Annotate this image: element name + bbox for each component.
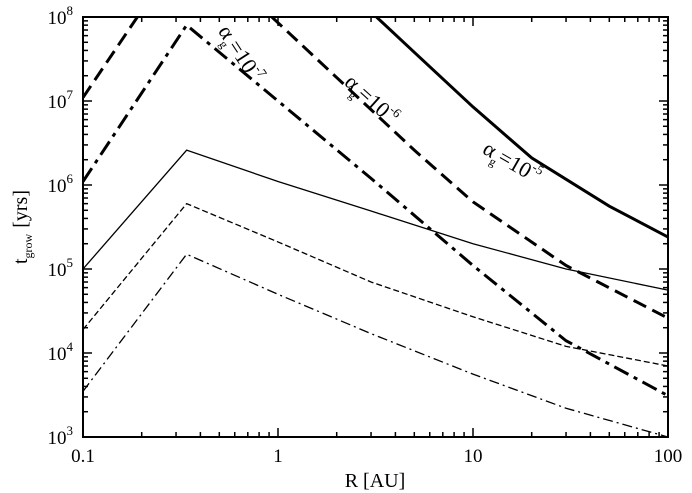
y-axis-label: tgrow [yrs] (10, 190, 35, 264)
y-tick-label: 108 (48, 3, 74, 29)
y-tick-label: 104 (48, 339, 74, 365)
x-tick-label: 100 (654, 446, 683, 467)
y-axis-label-sub: grow (21, 233, 35, 258)
annotations-layer: αg=10-7 αg=10-6αg=10-5 (210, 19, 546, 183)
x-axis-label: R [AU] (345, 470, 406, 492)
x-tick-label: 0.1 (71, 446, 95, 467)
series-line-thin-dashdot-6 (83, 253, 668, 437)
y-tick-label: 106 (48, 171, 74, 197)
x-tick-label: 10 (464, 446, 483, 467)
series-line-thin-dashed-5 (83, 202, 668, 367)
alpha-annotation-1: αg=10-6 (337, 67, 405, 132)
series-line-thick-dashed-1 (83, 17, 139, 99)
plot-frame (82, 16, 669, 438)
series-layer (83, 17, 668, 437)
series-line-thin-solid-4 (83, 149, 668, 291)
series-line-thick-solid-0 (375, 17, 668, 239)
alpha-annotation-0: αg=10-7 (210, 19, 270, 89)
x-tick-label: 1 (273, 446, 283, 467)
y-tick-label: 103 (48, 423, 74, 449)
series-line-thick-dashdot-3 (83, 22, 668, 398)
y-axis-label-unit: [yrs] (10, 190, 32, 228)
y-tick-label: 107 (48, 87, 74, 113)
y-axis-label-main: t (10, 258, 32, 264)
series-line-thick-dashed-2 (270, 17, 668, 320)
ticks-layer: 0.1 1 10 100 103 104 105 106 107 108 (48, 3, 683, 467)
y-tick-label: 105 (48, 255, 74, 281)
